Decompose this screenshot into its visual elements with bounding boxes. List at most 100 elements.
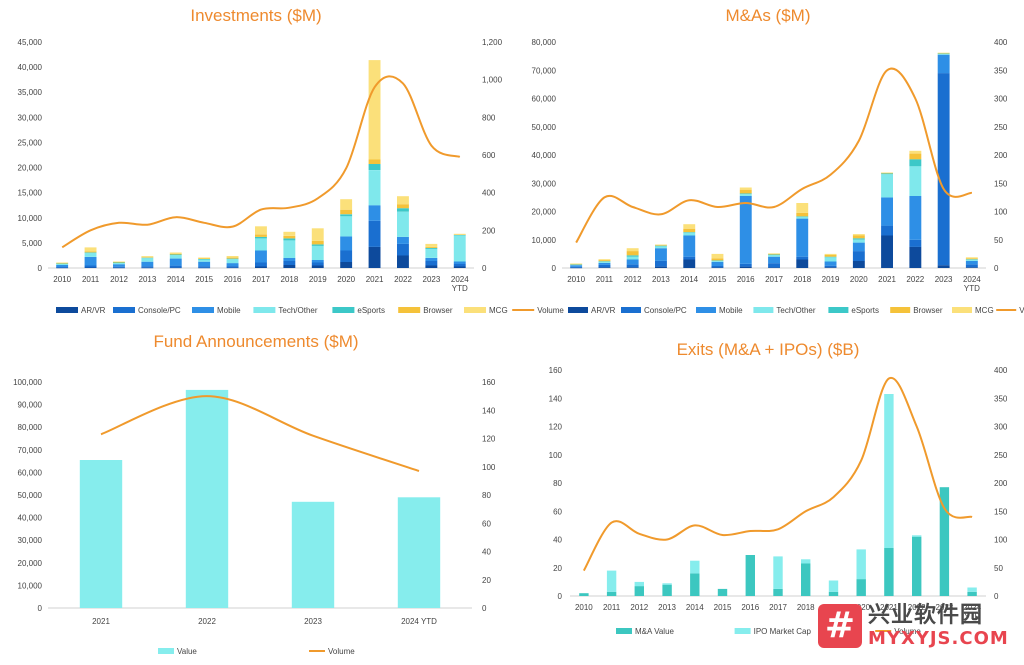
bar-segment (801, 559, 811, 564)
volume-line (575, 67, 973, 244)
bar-segment (311, 262, 324, 266)
bar-segment (255, 262, 267, 267)
bar-segment (185, 389, 229, 608)
legend-label: Console/PC (644, 306, 687, 315)
bar-segment (598, 261, 611, 262)
bar-segment (768, 256, 780, 264)
bar-segment (368, 205, 381, 221)
legend-swatch (192, 307, 214, 313)
bar-segment (570, 264, 583, 266)
bar-segment (739, 193, 752, 195)
x-tick-label: 2023 (304, 617, 322, 626)
y-tick-label: 40,000 (532, 151, 557, 160)
x-tick-label: 2024 (963, 275, 981, 284)
y2-tick-label: 150 (994, 179, 1008, 188)
x-tick-label-sub: YTD (452, 284, 468, 293)
y-tick-label: 80,000 (532, 38, 557, 47)
mas-chart: 0 10,000 20,000 30,000 40,000 50,000 60,000 70,… (532, 38, 1024, 315)
bar-segment (570, 263, 583, 264)
y2-tick-label: 350 (994, 394, 1008, 403)
hash-badge-icon: # (818, 604, 862, 648)
investments-chart-title: Investments ($M) (190, 6, 322, 25)
volume-line (100, 395, 420, 472)
bar-segment (198, 259, 211, 260)
bar-segment (141, 266, 154, 268)
legend-label: AR/VR (81, 306, 106, 315)
legend-label: eSports (851, 306, 879, 315)
y-tick-label: 45,000 (18, 38, 43, 47)
legend-swatch (113, 307, 135, 313)
x-tick-label: 2014 (167, 275, 185, 284)
bar-segment (909, 246, 922, 268)
y2-tick-label: 300 (994, 95, 1008, 104)
y-tick-label: 40,000 (18, 63, 43, 72)
watermark-cn: 兴业软件园 (868, 603, 984, 628)
bar-segment (768, 253, 780, 255)
bar-segment (662, 584, 672, 596)
y2-tick-label: 150 (994, 507, 1008, 516)
bar-segment (856, 579, 866, 596)
bar-segment (796, 259, 809, 268)
bar-segment (453, 264, 466, 267)
legend-swatch (621, 307, 641, 313)
bar-segment (824, 265, 837, 268)
x-tick-label: 2013 (658, 603, 676, 612)
bar-segment (937, 265, 950, 268)
bar-segment (255, 238, 267, 251)
y-tick-label: 70,000 (532, 66, 557, 75)
y-tick-label: 160 (549, 366, 563, 375)
y2-tick-label: 800 (482, 113, 496, 122)
y-tick-label: 30,000 (532, 179, 557, 188)
x-tick-label-sub: YTD (964, 284, 980, 293)
bar-segment (884, 548, 894, 596)
bar-segment (683, 232, 696, 236)
x-tick-label: 2020 (337, 275, 355, 284)
legend-label: eSports (357, 306, 385, 315)
bar-segment (739, 263, 752, 267)
y2-tick-label: 80 (482, 491, 491, 500)
bar-segment (311, 240, 324, 245)
y-tick-label: 60,000 (532, 95, 557, 104)
bar-segment (655, 244, 667, 246)
y2-tick-label: 400 (994, 38, 1008, 47)
bar-segment (598, 261, 611, 263)
bar-segment (453, 261, 466, 264)
bar-segment (141, 267, 154, 269)
bar-segment (768, 263, 780, 268)
x-tick-label: 2010 (567, 275, 585, 284)
bar-segment (311, 244, 324, 246)
y-tick-label: 15,000 (18, 189, 43, 198)
y2-tick-label: 140 (482, 406, 496, 415)
bar-segment (626, 267, 639, 268)
bar-segment (226, 259, 239, 264)
bar-segment (739, 187, 752, 190)
x-tick-label: 2016 (737, 275, 755, 284)
bar-segment (852, 239, 865, 243)
y-tick-label: 0 (38, 264, 43, 273)
x-tick-label: 2013 (139, 275, 157, 284)
x-tick-label: 2023 (423, 275, 441, 284)
bar-segment (634, 586, 644, 596)
bar-segment (824, 267, 837, 268)
bar-segment (291, 501, 335, 608)
bar-segment (711, 266, 724, 268)
bar-segment (881, 172, 893, 173)
bar-segment (141, 256, 154, 258)
bar-segment (84, 252, 97, 257)
legend-label: AR/VR (591, 306, 616, 315)
bar-segment (255, 266, 267, 268)
bar-segment (711, 267, 724, 268)
legend-label: Tech/Other (776, 306, 815, 315)
bar-segment (570, 267, 583, 269)
legend-swatch (828, 307, 849, 313)
y2-tick-label: 50 (994, 236, 1003, 245)
bar-segment (397, 196, 409, 205)
x-tick-label: 2015 (195, 275, 213, 284)
bar-segment (226, 257, 239, 259)
legend-label: Mobile (217, 306, 241, 315)
bar-segment (768, 254, 780, 255)
legend-swatch (952, 307, 972, 313)
bar-segment (796, 203, 809, 213)
bar-segment (169, 267, 182, 269)
bar-segment (169, 254, 182, 255)
